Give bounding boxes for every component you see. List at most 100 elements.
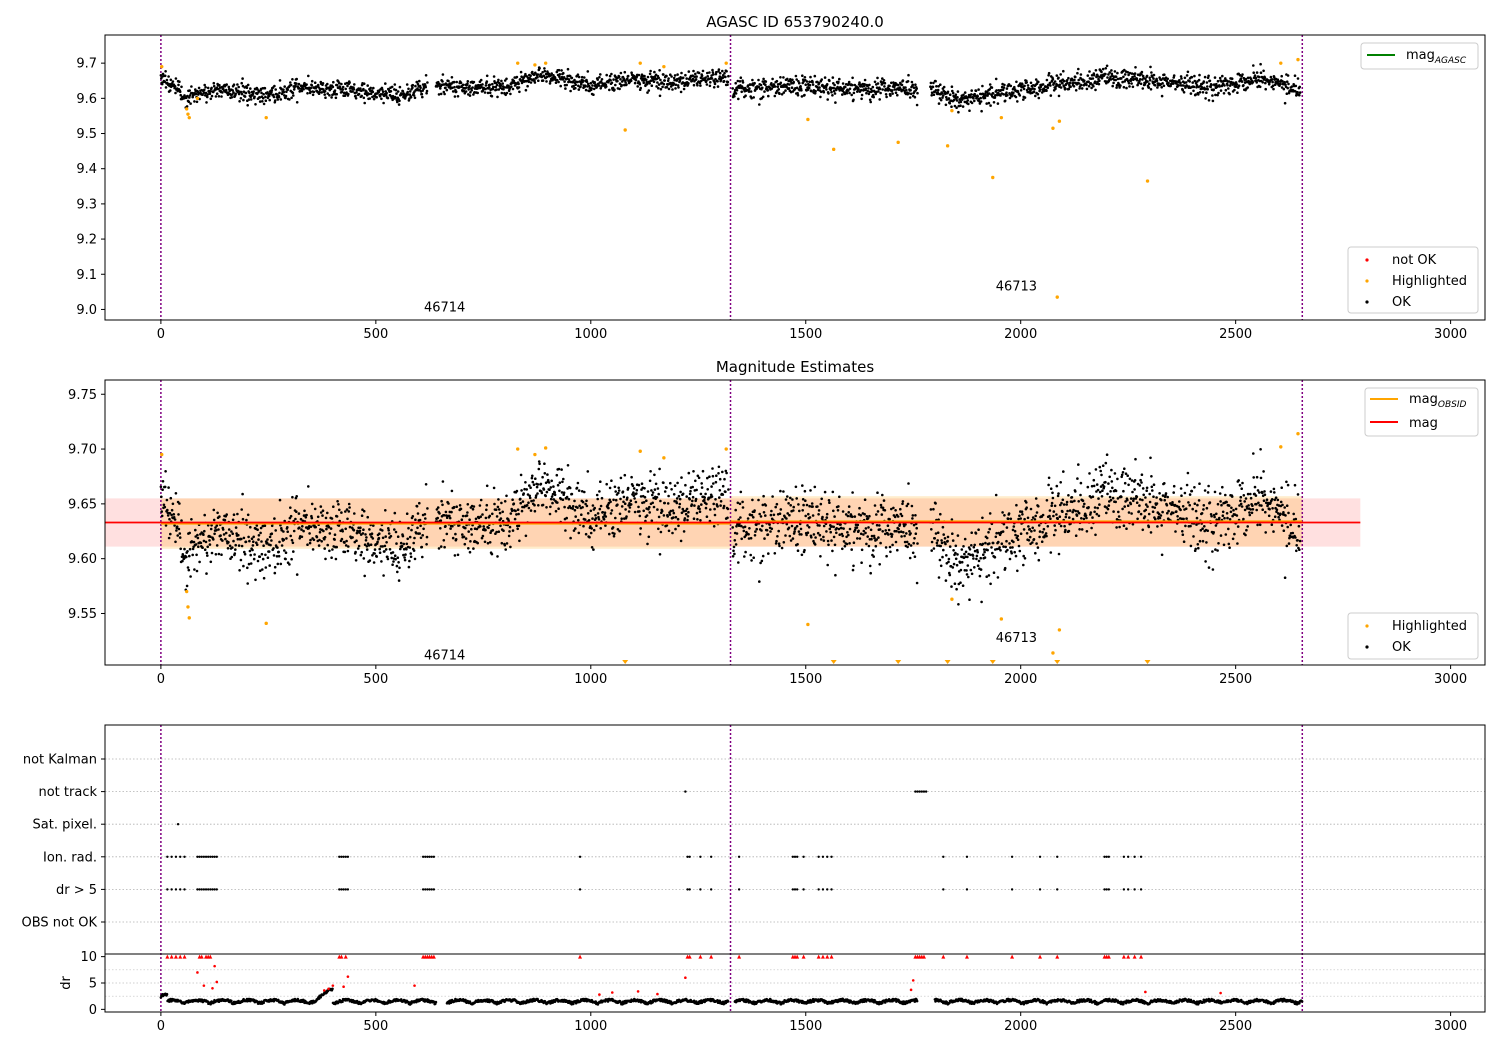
- ok-point: [340, 537, 344, 541]
- ok-point: [642, 509, 645, 513]
- ok-point: [1109, 490, 1112, 493]
- ok-point: [179, 547, 182, 551]
- ok-point: [800, 89, 803, 92]
- ok-point: [785, 517, 788, 520]
- ok-point: [1035, 82, 1039, 85]
- ok-point: [857, 88, 860, 91]
- ok-point: [442, 539, 446, 542]
- ok-point: [878, 87, 882, 91]
- ok-point: [619, 476, 623, 480]
- ok-point: [1159, 514, 1163, 517]
- ok-point: [378, 551, 382, 554]
- ok-point: [227, 528, 231, 531]
- ok-point: [224, 88, 228, 92]
- ok-point: [491, 512, 494, 516]
- ok-point: [639, 527, 642, 530]
- ok-point: [708, 71, 711, 74]
- ok-point: [663, 501, 666, 505]
- ok-point: [838, 495, 841, 499]
- ok-point: [581, 79, 585, 82]
- ok-point: [898, 86, 902, 89]
- ok-point: [698, 510, 702, 513]
- ok-point: [1061, 81, 1064, 85]
- ok-point: [929, 508, 933, 511]
- x-tick-label: 1500: [789, 327, 822, 342]
- ok-point: [823, 76, 827, 79]
- ok-point: [905, 540, 909, 544]
- ok-point: [470, 533, 474, 536]
- ok-point: [896, 548, 899, 552]
- ok-point: [599, 87, 602, 90]
- ok-point: [667, 87, 671, 91]
- ok-point: [183, 547, 186, 551]
- ok-point: [1050, 501, 1054, 505]
- ok-point: [571, 505, 575, 508]
- highlighted-point: [638, 61, 642, 65]
- ok-point: [1007, 83, 1011, 86]
- ok-point: [335, 92, 339, 96]
- agasc-obsid-label: 46713: [996, 279, 1037, 294]
- ok-point: [724, 75, 727, 79]
- ok-point: [684, 483, 687, 487]
- ok-point: [397, 561, 400, 564]
- ok-point: [1085, 87, 1089, 91]
- ok-point: [1066, 81, 1069, 85]
- ok-point: [741, 500, 744, 504]
- ok-point: [669, 81, 673, 85]
- ok-point: [1131, 85, 1135, 89]
- ok-point: [323, 89, 327, 93]
- ok-point: [948, 93, 952, 96]
- ok-point: [1267, 83, 1271, 86]
- ok-point: [904, 86, 907, 89]
- ok-point: [1227, 80, 1231, 83]
- ok-point: [1211, 94, 1214, 97]
- ok-point: [681, 492, 685, 496]
- ok-point: [1057, 94, 1061, 98]
- ok-point: [946, 539, 949, 543]
- ok-point: [203, 83, 206, 87]
- ok-point: [987, 531, 990, 534]
- ok-point: [1095, 512, 1099, 516]
- ok-point: [649, 69, 652, 73]
- ok-point: [932, 93, 936, 96]
- ok-point: [1116, 477, 1119, 481]
- ok-point: [537, 460, 541, 463]
- ok-point: [186, 550, 189, 553]
- ok-point: [495, 83, 499, 87]
- ok-point: [254, 103, 257, 106]
- ok-point: [383, 544, 387, 548]
- ok-point: [312, 538, 316, 542]
- ok-point: [788, 513, 791, 517]
- ok-point: [883, 85, 886, 88]
- ok-point: [897, 530, 901, 534]
- ok-point: [1202, 80, 1206, 83]
- ok-point: [278, 79, 282, 82]
- ok-point: [805, 80, 809, 83]
- ok-point: [939, 83, 942, 86]
- ok-point: [764, 83, 767, 86]
- ok-point: [369, 86, 373, 90]
- ok-point: [454, 90, 458, 93]
- ok-point: [878, 528, 882, 531]
- ok-point: [758, 512, 761, 516]
- ok-point: [1077, 78, 1080, 82]
- ok-point: [1145, 74, 1149, 78]
- ok-point: [355, 91, 358, 94]
- ok-point: [1044, 532, 1048, 535]
- ok-point: [1062, 79, 1066, 83]
- ok-point: [258, 100, 262, 103]
- ok-point: [441, 80, 444, 83]
- ok-point: [1072, 81, 1075, 84]
- ok-point: [709, 508, 712, 511]
- ok-point: [599, 80, 603, 83]
- ok-point: [234, 92, 237, 96]
- ok-point: [291, 495, 294, 499]
- ok-point: [576, 73, 580, 76]
- ok-point: [623, 502, 627, 506]
- legend-ok-marker: [1365, 300, 1369, 304]
- ok-point: [577, 518, 580, 522]
- ok-point: [1074, 89, 1078, 92]
- ok-point: [367, 92, 371, 96]
